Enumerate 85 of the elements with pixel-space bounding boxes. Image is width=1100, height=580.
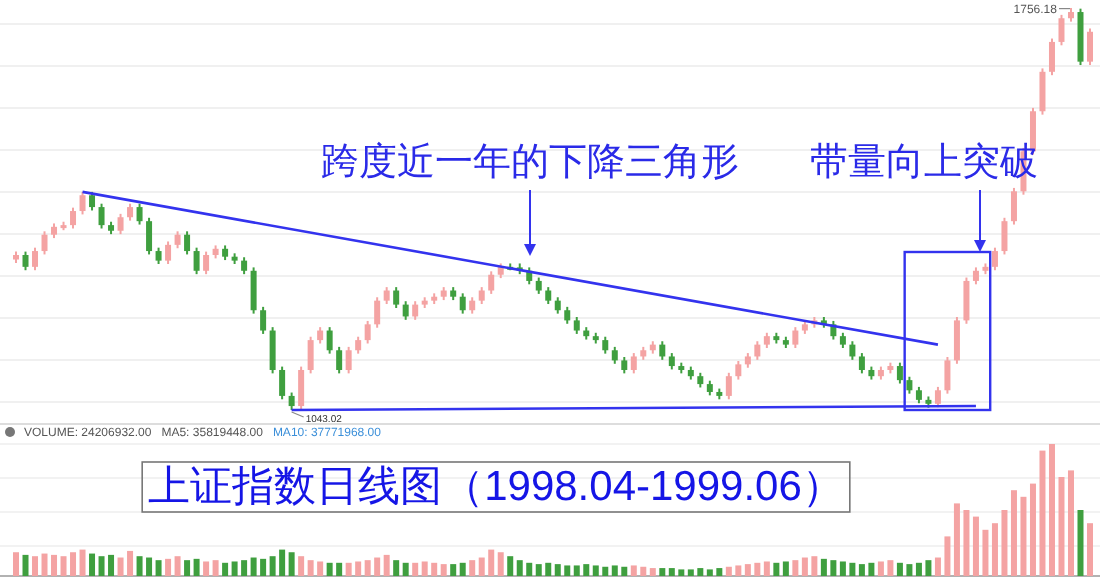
bar: [89, 553, 96, 576]
bar: [649, 568, 656, 576]
bar: [412, 562, 419, 576]
candlestick: [991, 246, 998, 272]
candlestick: [165, 240, 172, 266]
bar: [184, 560, 191, 576]
candlestick: [364, 319, 371, 345]
candlestick: [735, 359, 742, 381]
candlestick: [326, 326, 333, 355]
bar: [288, 552, 295, 576]
bar: [22, 554, 29, 576]
candlestick: [459, 292, 466, 315]
candlestick: [79, 190, 86, 216]
candlestick: [298, 365, 305, 411]
bar: [203, 561, 210, 576]
bar: [383, 554, 390, 576]
bar: [212, 560, 219, 576]
candlestick: [146, 216, 153, 256]
candlestick: [1087, 27, 1093, 67]
candlestick: [279, 365, 286, 401]
bar: [193, 558, 200, 576]
candlestick: [953, 316, 960, 365]
candlestick: [260, 305, 267, 335]
candlestick: [32, 246, 39, 272]
bar: [450, 564, 457, 576]
candlestick: [98, 202, 105, 230]
candlestick: [1058, 13, 1065, 47]
bar: [402, 562, 409, 576]
bar: [763, 561, 770, 576]
candlestick: [136, 202, 143, 226]
bar: [773, 562, 780, 576]
bar: [659, 568, 666, 576]
bar: [1087, 523, 1093, 576]
bar: [459, 562, 466, 576]
bar: [440, 564, 447, 576]
candlestick: [944, 356, 951, 395]
candlestick: [250, 266, 257, 315]
candlestick: [402, 300, 409, 321]
bar: [13, 552, 19, 576]
bar: [79, 549, 86, 576]
candlestick: [849, 340, 856, 361]
candlestick: [374, 296, 381, 329]
candlestick: [307, 335, 314, 375]
annotation: 跨度近一年的下降三角形: [321, 140, 739, 184]
candlestick: [896, 361, 903, 385]
candlestick: [193, 246, 200, 276]
candlestick: [754, 340, 761, 361]
candlestick: [412, 300, 419, 321]
bar: [165, 558, 172, 576]
candlestick: [70, 206, 77, 230]
candlestick: [630, 352, 637, 375]
candlestick: [269, 326, 276, 375]
bar: [1077, 510, 1084, 576]
bar: [507, 556, 514, 576]
bar: [393, 560, 400, 576]
candlestick: [1001, 216, 1008, 256]
bar: [792, 560, 799, 576]
candlestick: [41, 230, 48, 256]
bar: [222, 562, 229, 576]
candlestick: [1039, 67, 1046, 116]
candlestick: [345, 345, 352, 375]
candlestick: [184, 230, 191, 256]
bar: [32, 556, 39, 576]
candlestick: [336, 345, 343, 375]
candlestick: [725, 371, 732, 401]
candlestick: [203, 250, 210, 276]
candlestick: [393, 286, 400, 309]
candlestick: [488, 270, 495, 295]
bar: [782, 561, 789, 576]
candlestick: [792, 326, 799, 350]
bar: [469, 560, 476, 576]
bar: [298, 556, 305, 576]
candlestick: [1010, 186, 1017, 226]
candlestick: [117, 212, 124, 236]
bar: [174, 556, 181, 576]
bar: [497, 552, 504, 576]
bar: [155, 560, 162, 576]
candlestick: [963, 276, 970, 325]
candlestick: [659, 340, 666, 361]
candlestick: [858, 352, 865, 375]
bar: [1067, 470, 1074, 576]
candlestick: [1048, 37, 1055, 77]
candlestick: [22, 250, 29, 272]
annotation: 带量向上突破: [810, 140, 1038, 184]
candlestick: [934, 385, 941, 409]
